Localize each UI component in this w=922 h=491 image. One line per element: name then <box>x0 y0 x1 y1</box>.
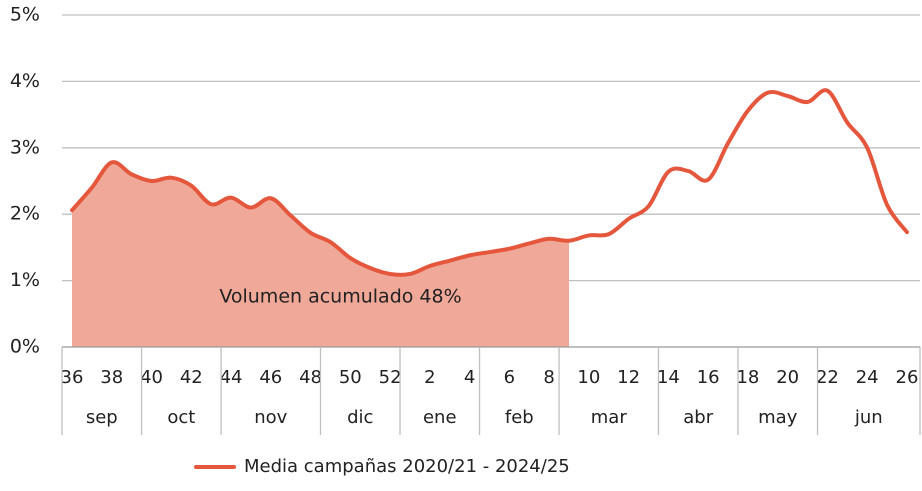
y-tick-label: 5% <box>10 4 40 26</box>
month-label: abr <box>683 407 713 428</box>
x-tick-label: 4 <box>464 367 475 388</box>
x-tick-label: 24 <box>856 367 879 388</box>
x-tick-label: 38 <box>100 367 123 388</box>
x-tick-label: 10 <box>577 367 600 388</box>
y-tick-label: 3% <box>10 136 40 158</box>
x-tick-label: 48 <box>299 367 322 388</box>
month-label: may <box>758 407 798 428</box>
x-tick-label: 42 <box>180 367 203 388</box>
x-tick-label: 26 <box>896 367 919 388</box>
x-tick-label: 36 <box>61 367 84 388</box>
y-tick-label: 2% <box>10 203 40 225</box>
x-tick-label: 6 <box>504 367 515 388</box>
x-tick-label: 44 <box>220 367 243 388</box>
x-tick-label: 50 <box>339 367 362 388</box>
x-tick-label: 2 <box>424 367 435 388</box>
x-tick-label: 20 <box>776 367 799 388</box>
series-line <box>70 88 909 277</box>
x-tick-label: 14 <box>657 367 680 388</box>
x-tick-label: 52 <box>379 367 402 388</box>
y-tick-label: 0% <box>10 336 40 358</box>
x-tick-label: 12 <box>617 367 640 388</box>
month-label: ene <box>423 407 457 428</box>
x-tick-label: 22 <box>816 367 839 388</box>
x-tick-label: 18 <box>736 367 759 388</box>
x-tick-label: 40 <box>140 367 163 388</box>
area-label: Volumen acumulado 48% <box>219 286 461 308</box>
y-tick-label: 1% <box>10 269 40 291</box>
legend-label: Media campañas 2020/21 - 2024/25 <box>244 456 570 477</box>
month-label: feb <box>505 407 534 428</box>
y-tick-label: 4% <box>10 70 40 92</box>
x-tick-label: 8 <box>543 367 554 388</box>
month-label: oct <box>167 407 195 428</box>
x-tick-label: 46 <box>259 367 282 388</box>
month-label: mar <box>591 407 628 428</box>
month-label: sep <box>86 407 118 428</box>
area <box>72 162 569 347</box>
month-label: jun <box>854 407 883 428</box>
x-tick-label: 16 <box>697 367 720 388</box>
month-label: nov <box>254 407 287 428</box>
month-label: dic <box>347 407 373 428</box>
